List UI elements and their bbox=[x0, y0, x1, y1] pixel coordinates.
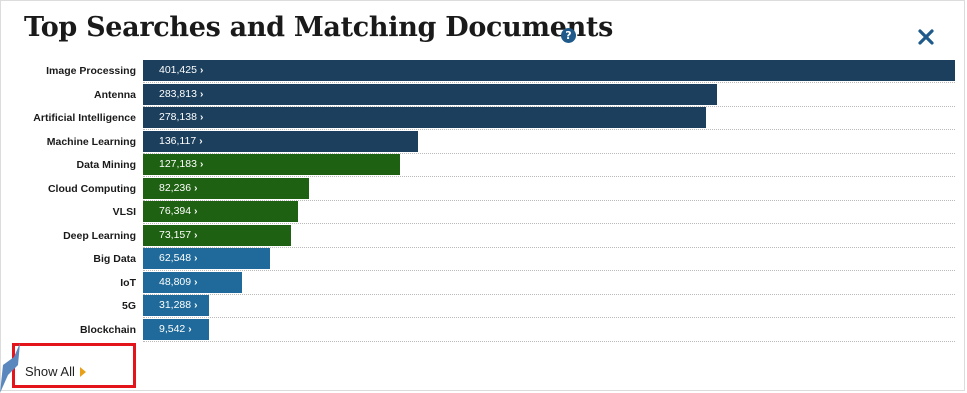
chevron-right-icon bbox=[79, 367, 86, 377]
show-all-highlight-box bbox=[12, 343, 136, 388]
chevron-right-icon: › bbox=[199, 65, 204, 76]
category-label: Cloud Computing bbox=[47, 182, 136, 195]
row-divider bbox=[143, 152, 955, 154]
page-title: Top Searches and Matching Documents bbox=[24, 12, 614, 43]
bar[interactable]: 31,288 › bbox=[143, 295, 209, 316]
bar-value-label: 9,542 › bbox=[159, 319, 192, 340]
chevron-right-icon: › bbox=[194, 276, 198, 288]
bar-value-label: 401,425 › bbox=[159, 60, 203, 81]
category-label: Deep Learning bbox=[63, 229, 136, 242]
pointer-arrow bbox=[0, 343, 20, 393]
bar-value-label: 48,809 › bbox=[159, 272, 197, 293]
category-label: Image Processing bbox=[46, 65, 136, 77]
chevron-right-icon: › bbox=[199, 159, 204, 170]
bar-value-label: 31,288 › bbox=[159, 295, 197, 316]
category-label: VLSI bbox=[112, 206, 136, 218]
bar-value-label: 76,394 › bbox=[159, 201, 197, 222]
show-all-link[interactable]: Show All bbox=[25, 364, 86, 379]
row-divider bbox=[143, 270, 955, 271]
bar-chart: Image Processing 401,425 › Antenna 283,813 › A… bbox=[0, 60, 967, 345]
chevron-right-icon: › bbox=[194, 229, 198, 241]
row-divider bbox=[143, 176, 955, 177]
bar[interactable]: 136,117 › bbox=[143, 130, 418, 152]
bar[interactable]: 76,394 › bbox=[143, 201, 298, 222]
bar-value-label: 283,813 › bbox=[159, 84, 203, 105]
bar-value-label: 127,183 › bbox=[159, 154, 203, 175]
bar-value-label: 278,138 › bbox=[159, 107, 203, 128]
category-label: Blockchain bbox=[79, 323, 136, 336]
bar[interactable]: 9,542 › bbox=[143, 318, 209, 340]
bar[interactable]: 278,138 › bbox=[143, 107, 706, 128]
bar[interactable]: 401,425 › bbox=[143, 60, 955, 81]
chevron-right-icon: › bbox=[199, 88, 204, 100]
show-all-label: Show All bbox=[25, 364, 75, 379]
bar[interactable]: 62,548 › bbox=[143, 248, 270, 269]
bar[interactable]: 127,183 › bbox=[143, 154, 400, 175]
category-label: 5G bbox=[121, 300, 136, 312]
question-circle-icon[interactable]: ? bbox=[561, 28, 576, 43]
row-divider bbox=[143, 129, 955, 130]
bar[interactable]: 48,809 › bbox=[143, 271, 242, 293]
chevron-right-icon: › bbox=[194, 206, 198, 217]
bar-value-label: 82,236 › bbox=[159, 178, 197, 199]
chevron-right-icon: › bbox=[194, 300, 198, 311]
bar[interactable]: 283,813 › bbox=[143, 83, 717, 105]
bar-value-label: 73,157 › bbox=[159, 225, 197, 246]
row-divider bbox=[143, 317, 955, 318]
chevron-right-icon: › bbox=[199, 135, 203, 147]
row-divider bbox=[143, 246, 955, 248]
row-divider bbox=[143, 199, 955, 201]
row-divider bbox=[143, 105, 955, 107]
chevron-right-icon: › bbox=[199, 112, 204, 123]
bar-value-label: 136,117 › bbox=[159, 131, 203, 152]
chevron-right-icon: › bbox=[194, 182, 198, 194]
category-label: Artificial Intelligence bbox=[33, 112, 136, 124]
bar[interactable]: 82,236 › bbox=[143, 177, 309, 199]
chevron-right-icon: › bbox=[194, 253, 198, 264]
category-label: Big Data bbox=[93, 253, 136, 265]
bar-value-label: 62,548 › bbox=[159, 248, 197, 269]
category-label: IoT bbox=[120, 276, 136, 289]
bar[interactable]: 73,157 › bbox=[143, 224, 291, 246]
close-x-icon[interactable] bbox=[915, 26, 937, 48]
row-divider bbox=[143, 82, 955, 83]
chevron-right-icon: › bbox=[188, 323, 192, 335]
category-label: Antenna bbox=[94, 88, 136, 101]
category-label: Machine Learning bbox=[46, 135, 136, 148]
row-divider bbox=[143, 223, 955, 224]
category-label: Data Mining bbox=[76, 159, 137, 171]
row-divider bbox=[143, 293, 955, 295]
row-divider bbox=[143, 340, 955, 342]
